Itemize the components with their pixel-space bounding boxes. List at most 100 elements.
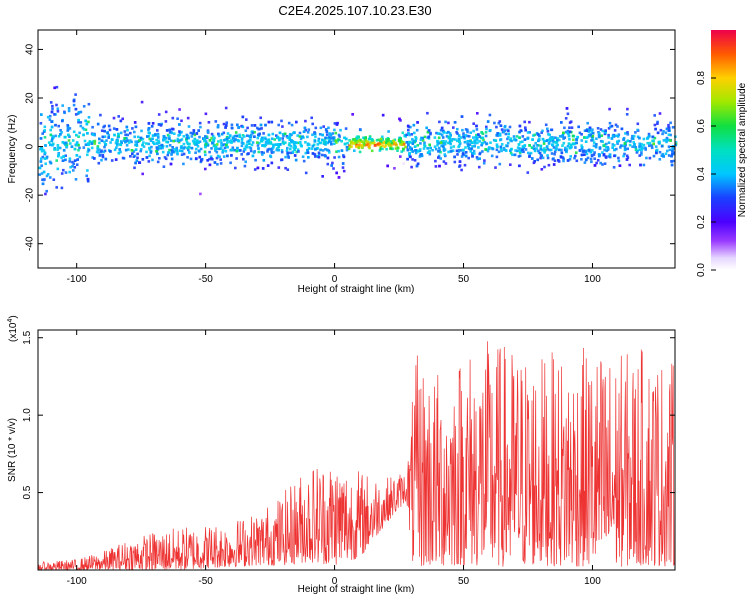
- spectrogram-cell: [626, 133, 630, 136]
- spectrogram-cell: [49, 176, 52, 179]
- spectrogram-cell: [311, 122, 314, 126]
- spectrogram-cell: [641, 146, 644, 149]
- spectrogram-cell: [153, 142, 156, 146]
- spectrogram-cell: [194, 151, 197, 154]
- spectrogram-cell: [333, 128, 336, 132]
- spectrogram-cell: [672, 159, 676, 163]
- spectrogram-cell: [168, 128, 172, 132]
- spectrogram-cell: [206, 130, 210, 134]
- spectrogram-cell: [464, 154, 468, 158]
- spectrogram-cell: [79, 121, 83, 124]
- spectrogram-cell: [466, 128, 469, 132]
- spectrogram-cell: [82, 105, 86, 108]
- spectrogram-cell: [100, 129, 104, 132]
- spectrogram-cell: [314, 126, 318, 130]
- spectrogram-cell: [553, 141, 556, 144]
- spectrogram-cell: [471, 152, 474, 155]
- spectrogram-cell: [442, 131, 446, 134]
- spectrogram-cell: [569, 143, 573, 147]
- spectrogram-cell: [618, 164, 622, 167]
- spectrogram-cell: [436, 139, 439, 143]
- spectrogram-cell: [551, 140, 555, 143]
- spectrogram-cell: [437, 150, 440, 153]
- spectrogram-cell: [399, 139, 403, 143]
- spectrogram-cell: [304, 151, 308, 155]
- spectrogram-cell: [171, 116, 175, 120]
- spectrogram-cell: [611, 143, 615, 146]
- spectrogram-cell: [366, 142, 370, 146]
- spectrogram-cell: [84, 128, 88, 132]
- spectrogram-cell: [213, 136, 216, 140]
- spectrogram-cell: [342, 154, 345, 157]
- spectrogram-cell: [316, 146, 319, 150]
- spectrogram-cell: [648, 141, 652, 145]
- spectrogram-cell: [466, 130, 469, 134]
- spectrogram-cell: [263, 144, 267, 148]
- spectrogram-cell: [423, 135, 427, 139]
- spectrogram-cell: [118, 148, 121, 151]
- spectrogram-cell: [631, 134, 634, 138]
- spectrogram-cell: [66, 124, 69, 127]
- spectrogram-cell: [176, 151, 179, 155]
- spectrogram-cell: [174, 148, 178, 152]
- spectrogram-cell: [452, 145, 456, 148]
- spectrogram-cell: [225, 124, 228, 127]
- spectrogram-y-tick-label: 0: [25, 143, 36, 149]
- spectrogram-cell: [318, 153, 321, 156]
- spectrogram-cell: [456, 127, 459, 131]
- spectrogram-cell: [648, 144, 651, 148]
- spectrogram-cell: [266, 164, 270, 167]
- spectrogram-cell: [456, 139, 459, 143]
- spectrogram-cell: [86, 179, 90, 183]
- spectrogram-cell: [215, 143, 219, 146]
- spectrogram-cell: [456, 132, 459, 135]
- spectrogram-cell: [609, 125, 612, 129]
- spectrogram-cell: [83, 139, 87, 143]
- spectrogram-cell: [269, 140, 272, 144]
- spectrogram-cell: [97, 161, 101, 165]
- spectrogram-cell: [119, 119, 123, 123]
- spectrogram-cell: [226, 132, 230, 135]
- spectrogram-cell: [436, 144, 439, 147]
- spectrogram-cell: [329, 137, 332, 140]
- spectrogram-cell: [298, 131, 302, 135]
- spectrogram-cell: [257, 150, 261, 154]
- spectrogram-cell: [639, 163, 642, 167]
- spectrogram-cell: [253, 135, 256, 138]
- spectrogram-cell: [209, 155, 213, 158]
- spectrogram-cell: [103, 145, 106, 149]
- spectrogram-cell: [586, 149, 590, 152]
- spectrogram-cell: [86, 177, 90, 181]
- spectrogram-cell: [258, 141, 261, 145]
- spectrogram-cell: [327, 135, 331, 139]
- spectrogram-cell: [586, 121, 589, 125]
- spectrogram-cell: [319, 126, 323, 130]
- spectrogram-cell: [182, 152, 186, 156]
- spectrogram-cell: [108, 128, 112, 132]
- spectrogram-cell: [40, 172, 44, 175]
- spectrogram-cell: [333, 122, 337, 125]
- spectrogram-cell: [670, 160, 673, 163]
- spectrogram-cell: [434, 159, 437, 163]
- spectrogram-cell: [61, 119, 64, 123]
- spectrogram-cell: [192, 142, 196, 145]
- spectrogram-cell: [251, 141, 255, 144]
- spectrogram-cell: [466, 144, 470, 147]
- spectrogram-cell: [453, 121, 457, 124]
- spectrogram-cell: [68, 170, 71, 174]
- spectrogram-cell: [67, 133, 70, 137]
- spectrogram-cell: [199, 125, 202, 129]
- spectrogram-x-tick-label: -100: [67, 274, 87, 285]
- spectrogram-cell: [149, 151, 153, 154]
- spectrogram-cell: [204, 153, 207, 157]
- spectrogram-cell: [400, 150, 403, 153]
- spectrogram-cell: [261, 136, 264, 140]
- spectrogram-cell: [117, 151, 121, 155]
- spectrogram-cell: [638, 142, 641, 146]
- spectrogram-cell: [71, 139, 75, 142]
- spectrogram-cell: [93, 142, 97, 145]
- spectrogram-cell: [498, 132, 501, 135]
- colorbar-gradient: [711, 30, 736, 270]
- spectrogram-cell: [235, 157, 238, 160]
- spectrogram-cell: [85, 122, 89, 126]
